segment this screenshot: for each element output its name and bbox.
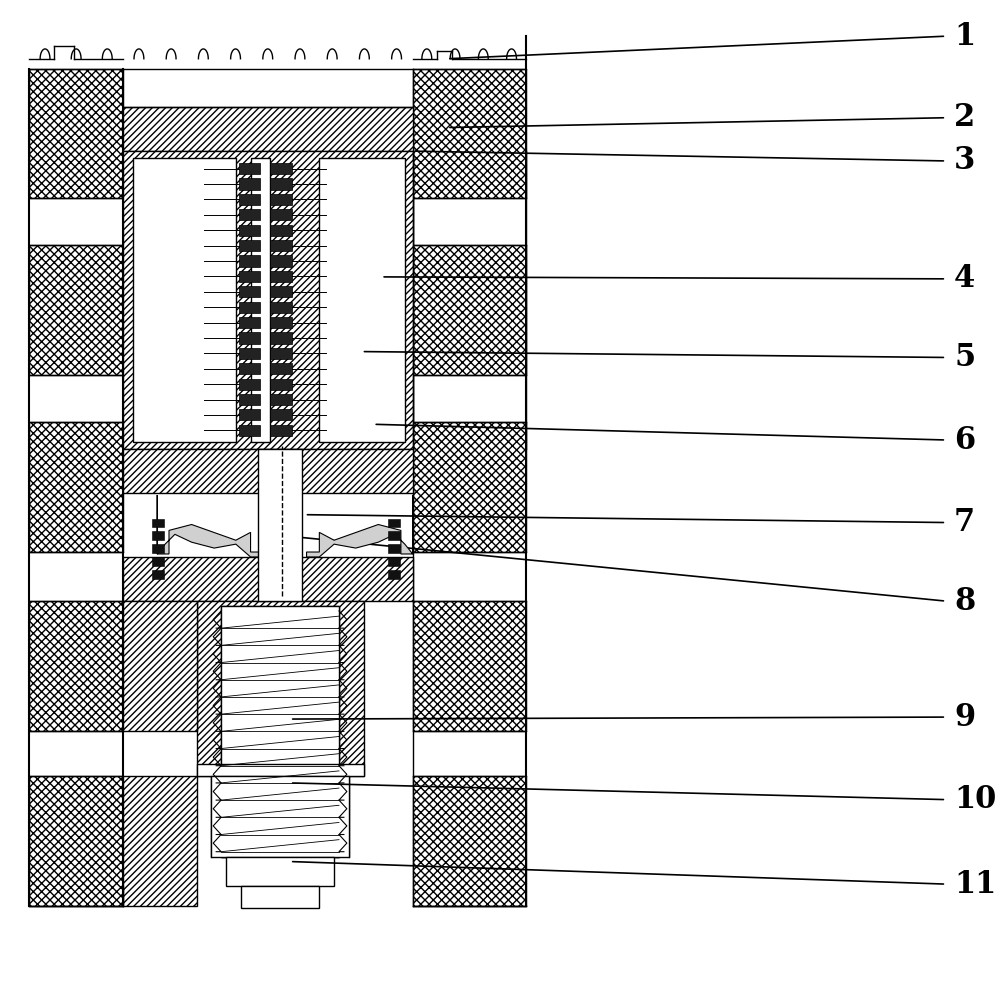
Text: 9: 9: [954, 702, 975, 733]
Bar: [239, 163, 260, 174]
Bar: [239, 317, 260, 328]
Bar: [29, 69, 123, 199]
Text: 11: 11: [954, 869, 996, 900]
Bar: [29, 422, 123, 552]
Bar: [239, 409, 260, 420]
Bar: [290, 606, 339, 857]
Bar: [413, 601, 526, 731]
Bar: [29, 245, 123, 375]
Bar: [251, 158, 270, 442]
Text: 2: 2: [954, 102, 975, 133]
Bar: [388, 518, 400, 527]
Bar: [388, 570, 400, 579]
Text: 10: 10: [954, 784, 996, 815]
Bar: [388, 557, 400, 566]
Bar: [270, 240, 292, 251]
Text: 6: 6: [954, 424, 975, 456]
Bar: [239, 286, 260, 297]
Bar: [413, 69, 526, 199]
Bar: [221, 606, 339, 857]
Bar: [123, 557, 413, 601]
Bar: [133, 158, 236, 442]
Bar: [239, 271, 260, 282]
Bar: [241, 886, 319, 908]
Text: 7: 7: [954, 507, 975, 538]
Bar: [413, 777, 526, 906]
Bar: [123, 107, 413, 151]
Bar: [270, 348, 292, 358]
Bar: [270, 425, 292, 436]
Bar: [152, 557, 164, 566]
Bar: [270, 302, 292, 313]
Bar: [123, 449, 413, 494]
Bar: [270, 163, 292, 174]
Bar: [239, 255, 260, 266]
Bar: [239, 224, 260, 235]
Bar: [270, 194, 292, 205]
Bar: [270, 378, 292, 389]
Bar: [270, 210, 292, 220]
Bar: [258, 449, 302, 601]
Bar: [29, 777, 123, 906]
Text: 4: 4: [954, 263, 975, 294]
Bar: [239, 363, 260, 374]
Bar: [123, 151, 413, 449]
Bar: [152, 531, 164, 540]
Bar: [413, 422, 526, 552]
Bar: [270, 271, 292, 282]
Text: 1: 1: [954, 21, 975, 52]
Text: 8: 8: [954, 586, 975, 617]
Bar: [270, 179, 292, 190]
Bar: [239, 210, 260, 220]
Bar: [270, 409, 292, 420]
Bar: [152, 518, 164, 527]
Text: 3: 3: [954, 145, 975, 177]
Bar: [239, 394, 260, 405]
Polygon shape: [307, 496, 413, 557]
Bar: [239, 378, 260, 389]
Bar: [270, 333, 292, 344]
Bar: [270, 394, 292, 405]
Bar: [239, 240, 260, 251]
Bar: [388, 531, 400, 540]
Bar: [270, 363, 292, 374]
Bar: [239, 333, 260, 344]
Bar: [239, 302, 260, 313]
Bar: [221, 606, 270, 857]
Bar: [197, 601, 364, 777]
Bar: [270, 317, 292, 328]
Bar: [319, 158, 405, 442]
Bar: [152, 570, 164, 579]
Bar: [226, 857, 334, 886]
Bar: [239, 348, 260, 358]
Bar: [388, 544, 400, 553]
Bar: [270, 286, 292, 297]
Bar: [123, 777, 197, 906]
Bar: [239, 179, 260, 190]
Bar: [270, 255, 292, 266]
Bar: [211, 777, 349, 857]
Polygon shape: [157, 496, 263, 557]
Bar: [152, 544, 164, 553]
Text: 5: 5: [954, 342, 975, 373]
Bar: [29, 601, 123, 731]
Bar: [123, 601, 197, 731]
Bar: [413, 245, 526, 375]
Bar: [239, 425, 260, 436]
Bar: [239, 194, 260, 205]
Bar: [270, 224, 292, 235]
Bar: [197, 765, 364, 777]
